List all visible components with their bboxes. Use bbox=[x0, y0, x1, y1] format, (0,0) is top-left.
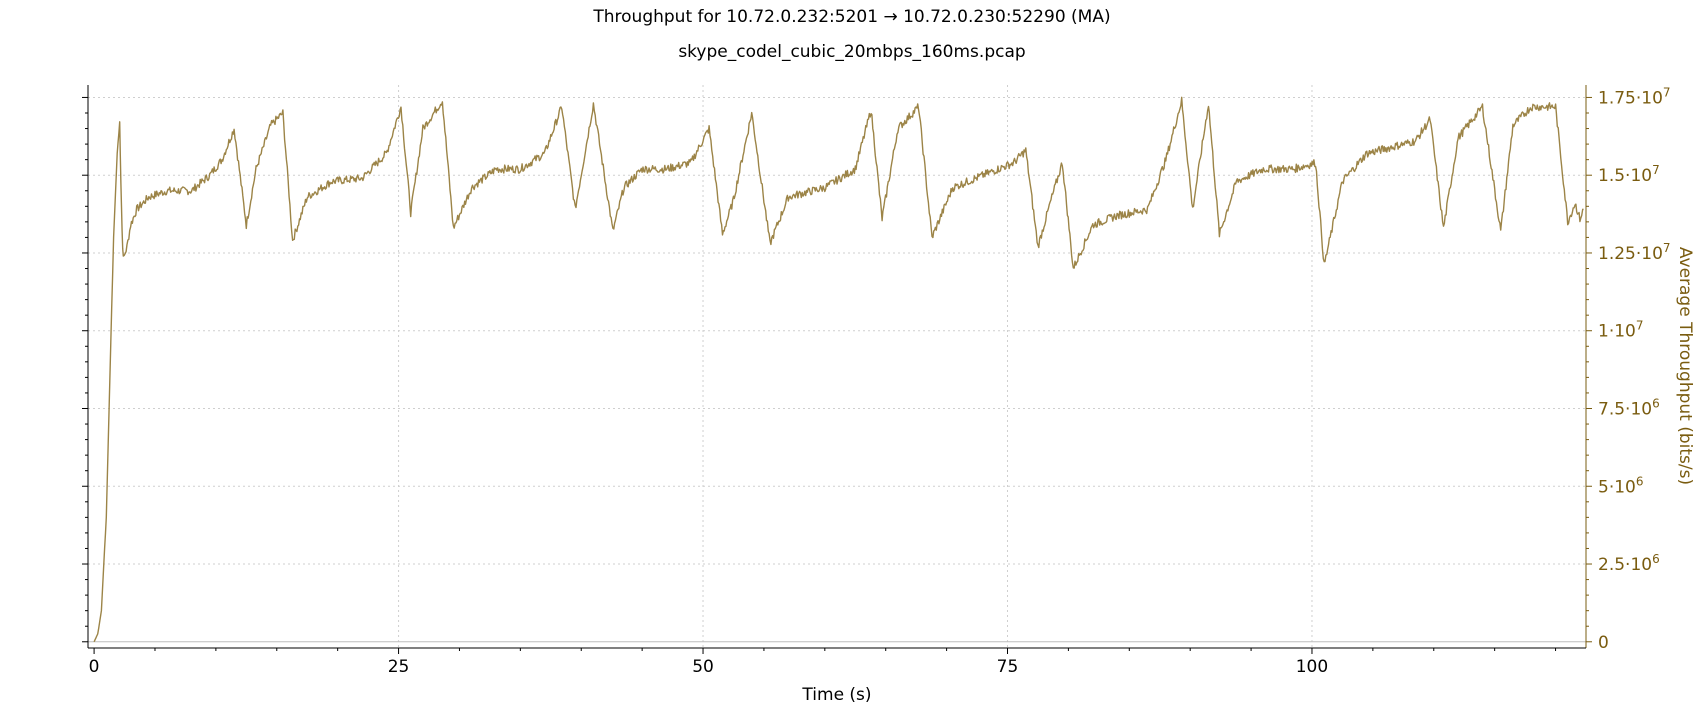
x-tick-label-4: 100 bbox=[1296, 657, 1328, 677]
x-tick-label-0: 0 bbox=[89, 657, 100, 677]
y-tick-label-4: 1·107 bbox=[1598, 319, 1644, 342]
y-tick-label-1: 2.5·106 bbox=[1598, 552, 1660, 575]
y-axis-ticks: 0 2.5·106 5·106 7.5·106 1·107 1.25·107 1.5·107… bbox=[1586, 85, 1671, 653]
x-tick-label-3: 75 bbox=[997, 657, 1019, 677]
x-axis-ticks: 0 25 50 75 100 bbox=[89, 648, 1557, 677]
y-tick-label-6: 1.5·107 bbox=[1598, 163, 1660, 186]
grid-lines bbox=[88, 85, 1586, 648]
chart-subtitle: skype_codel_cubic_20mbps_160ms.pcap bbox=[678, 42, 1025, 62]
chart-title: Throughput for 10.72.0.232:5201 → 10.72.… bbox=[592, 7, 1110, 27]
y-tick-label-5: 1.25·107 bbox=[1598, 241, 1671, 264]
y-tick-label-7: 1.75·107 bbox=[1598, 85, 1671, 108]
left-axis-ticks bbox=[82, 96, 88, 643]
x-tick-label-2: 50 bbox=[692, 657, 714, 677]
plot-area-frame bbox=[88, 85, 1586, 648]
y-tick-label-3: 7.5·106 bbox=[1598, 396, 1660, 419]
y-axis-label: Average Throughput (bits/s) bbox=[1675, 247, 1695, 485]
y-tick-label-2: 5·106 bbox=[1598, 474, 1644, 497]
series-line-0 bbox=[93, 96, 1584, 643]
series-group bbox=[93, 96, 1584, 643]
y-tick-label-0: 0 bbox=[1598, 633, 1609, 653]
x-axis-label: Time (s) bbox=[801, 685, 871, 705]
x-tick-label-1: 25 bbox=[388, 657, 410, 677]
